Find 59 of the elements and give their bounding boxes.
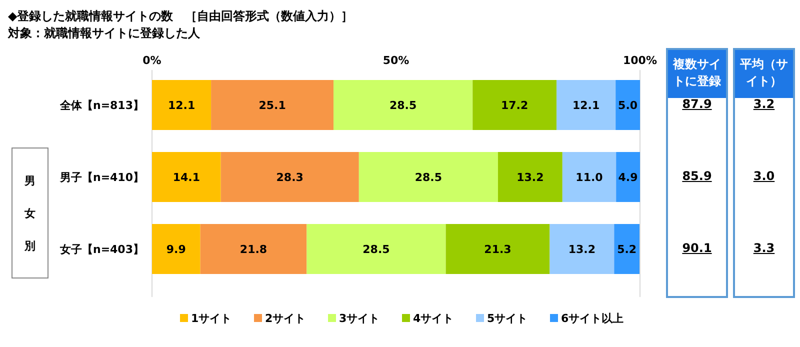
data-label: 90.1 [681, 241, 713, 255]
data-label: 12.1 [168, 99, 196, 112]
data-label: 3.3 [752, 241, 776, 255]
legend-label: 6サイト以上 [561, 312, 624, 325]
legend-label: 4サイト [413, 312, 454, 325]
data-label: 9.9 [166, 243, 186, 256]
bar [472, 80, 557, 130]
chart-subtitle: 対象：就職情報サイトに登録した人 [7, 26, 201, 40]
y-tick-label: 女子【n=403】 [58, 243, 144, 256]
bar [616, 152, 640, 202]
bar [200, 224, 307, 274]
bar [152, 80, 212, 130]
bar [498, 152, 562, 202]
bar [562, 152, 616, 202]
data-label: 5.2 [617, 243, 637, 256]
legend-label: 1サイト [191, 312, 232, 325]
data-label: 4.9 [618, 171, 638, 184]
group-label: 男女別 [12, 148, 48, 278]
data-label: 11.0 [576, 171, 604, 184]
bar [211, 80, 334, 130]
bar [220, 152, 359, 202]
data-label: 12.1 [572, 99, 600, 112]
x-tick-label: 100% [623, 54, 657, 67]
bar [446, 224, 550, 274]
y-tick-label: 男子【n=410】 [58, 171, 144, 184]
x-tick-label: 0% [142, 54, 162, 67]
bar [152, 224, 200, 274]
data-label: 17.2 [501, 99, 528, 112]
data-label: 21.8 [240, 243, 268, 256]
data-label: 21.3 [484, 243, 512, 256]
data-label: 25.1 [258, 99, 286, 112]
data-label: 28.5 [362, 243, 390, 256]
data-label: 14.1 [172, 171, 200, 184]
data-label: 13.2 [516, 171, 544, 184]
data-label: 85.9 [681, 169, 713, 183]
bar [616, 80, 640, 130]
y-tick-label: 全体【n=813】 [58, 99, 144, 112]
data-label: 3.2 [752, 97, 776, 111]
data-label: 3.0 [752, 169, 776, 183]
x-tick-label: 50% [382, 54, 410, 67]
data-label: 28.5 [390, 99, 417, 112]
legend-label: 2サイト [265, 312, 306, 325]
data-label: 5.0 [618, 99, 638, 112]
data-label: 13.2 [568, 243, 596, 256]
bar [556, 80, 616, 130]
data-label: 28.5 [414, 171, 442, 184]
chart-title: ◆登録した就職情報サイトの数 ［自由回答形式（数値入力）］ [8, 9, 354, 23]
legend-label: 5サイト [487, 312, 528, 325]
text: 複数サイトに登録 [668, 50, 726, 98]
bar [358, 152, 498, 202]
bar [306, 224, 446, 274]
bar [614, 224, 640, 274]
legend-label: 3サイト [339, 312, 380, 325]
text: 平均（サイト） [735, 50, 793, 98]
bar [152, 152, 221, 202]
data-label: 28.3 [276, 171, 304, 184]
bar [550, 224, 614, 274]
data-label: 87.9 [681, 97, 713, 111]
bar [334, 80, 473, 130]
